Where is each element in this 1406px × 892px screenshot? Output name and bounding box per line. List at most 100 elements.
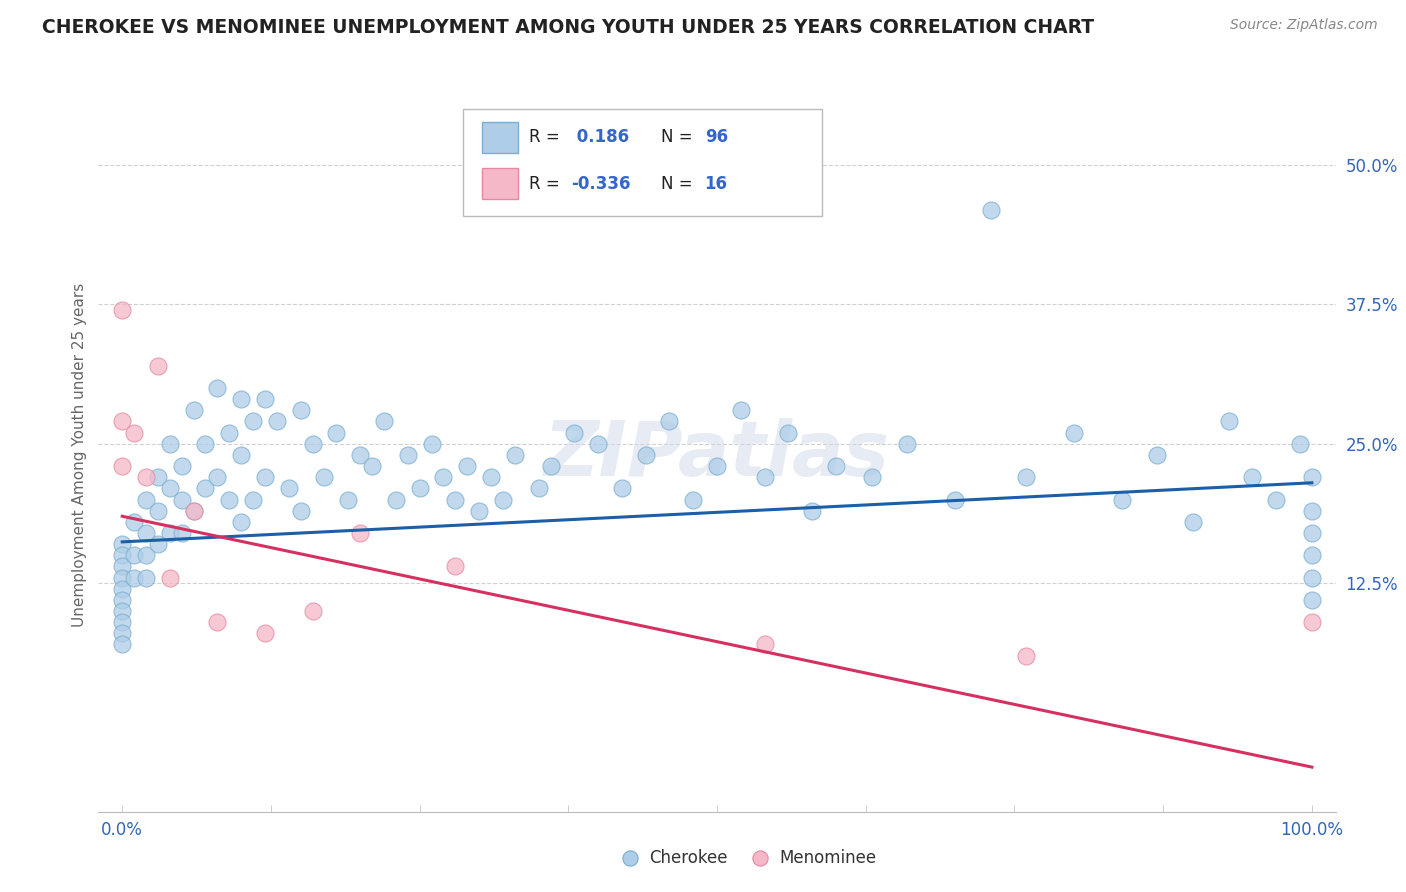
- Point: [146, 503, 169, 517]
- Point: [1301, 470, 1323, 484]
- Point: [111, 414, 134, 428]
- Point: [980, 202, 1002, 217]
- Point: [111, 604, 134, 618]
- Point: [396, 448, 419, 462]
- Point: [385, 492, 408, 507]
- Text: 16: 16: [704, 175, 728, 193]
- Point: [468, 503, 491, 517]
- Point: [159, 571, 181, 585]
- Point: [159, 525, 181, 540]
- Point: [207, 615, 229, 630]
- Point: [1063, 425, 1085, 440]
- Text: ZIPatlas: ZIPatlas: [544, 418, 890, 491]
- Point: [314, 470, 336, 484]
- Point: [1146, 448, 1168, 462]
- Point: [1241, 470, 1264, 484]
- Point: [111, 303, 134, 318]
- Point: [111, 548, 134, 563]
- Point: [623, 788, 645, 802]
- Point: [159, 436, 181, 450]
- Point: [634, 448, 657, 462]
- Text: Cherokee: Cherokee: [650, 849, 727, 867]
- Point: [111, 592, 134, 607]
- Point: [290, 503, 312, 517]
- Point: [479, 470, 502, 484]
- Point: [111, 458, 134, 473]
- Point: [349, 448, 371, 462]
- Text: -0.336: -0.336: [571, 175, 630, 193]
- Text: 96: 96: [704, 128, 728, 146]
- Point: [207, 470, 229, 484]
- Point: [349, 525, 371, 540]
- Point: [194, 482, 217, 496]
- Point: [1301, 503, 1323, 517]
- Point: [562, 425, 585, 440]
- Point: [183, 503, 205, 517]
- Point: [1301, 571, 1323, 585]
- Point: [122, 548, 145, 563]
- Point: [301, 436, 323, 450]
- Point: [754, 470, 776, 484]
- Point: [146, 470, 169, 484]
- Point: [444, 559, 467, 574]
- Point: [111, 615, 134, 630]
- Point: [748, 788, 770, 802]
- Point: [170, 492, 193, 507]
- Point: [1111, 492, 1133, 507]
- Point: [825, 458, 848, 473]
- Point: [111, 537, 134, 551]
- Point: [135, 525, 157, 540]
- Point: [860, 470, 883, 484]
- Point: [111, 626, 134, 640]
- Point: [122, 571, 145, 585]
- Point: [111, 637, 134, 651]
- Point: [231, 515, 253, 529]
- Text: N =: N =: [661, 128, 693, 146]
- Point: [111, 559, 134, 574]
- Point: [135, 470, 157, 484]
- FancyBboxPatch shape: [482, 168, 517, 200]
- Text: N =: N =: [661, 175, 693, 193]
- Point: [231, 448, 253, 462]
- FancyBboxPatch shape: [482, 121, 517, 153]
- Point: [146, 359, 169, 373]
- Point: [253, 470, 276, 484]
- Point: [586, 436, 609, 450]
- Point: [242, 414, 264, 428]
- Point: [231, 392, 253, 407]
- Point: [301, 604, 323, 618]
- Point: [159, 482, 181, 496]
- Y-axis label: Unemployment Among Youth under 25 years: Unemployment Among Youth under 25 years: [72, 283, 87, 627]
- Point: [361, 458, 384, 473]
- Point: [444, 492, 467, 507]
- Text: Menominee: Menominee: [779, 849, 876, 867]
- Point: [1181, 515, 1204, 529]
- Point: [943, 492, 966, 507]
- Point: [706, 458, 728, 473]
- Point: [253, 626, 276, 640]
- Point: [610, 482, 633, 496]
- Point: [135, 571, 157, 585]
- Point: [122, 515, 145, 529]
- Point: [111, 582, 134, 596]
- Point: [135, 548, 157, 563]
- Point: [503, 448, 526, 462]
- Point: [218, 492, 240, 507]
- Point: [122, 425, 145, 440]
- Point: [730, 403, 752, 417]
- Point: [1218, 414, 1240, 428]
- Point: [527, 482, 550, 496]
- Point: [1289, 436, 1312, 450]
- Point: [1301, 525, 1323, 540]
- Point: [290, 403, 312, 417]
- Point: [540, 458, 562, 473]
- Point: [277, 482, 299, 496]
- Point: [1015, 470, 1038, 484]
- Point: [266, 414, 288, 428]
- Point: [183, 403, 205, 417]
- Point: [408, 482, 430, 496]
- Point: [1265, 492, 1288, 507]
- Point: [420, 436, 443, 450]
- Point: [111, 571, 134, 585]
- Text: R =: R =: [529, 175, 560, 193]
